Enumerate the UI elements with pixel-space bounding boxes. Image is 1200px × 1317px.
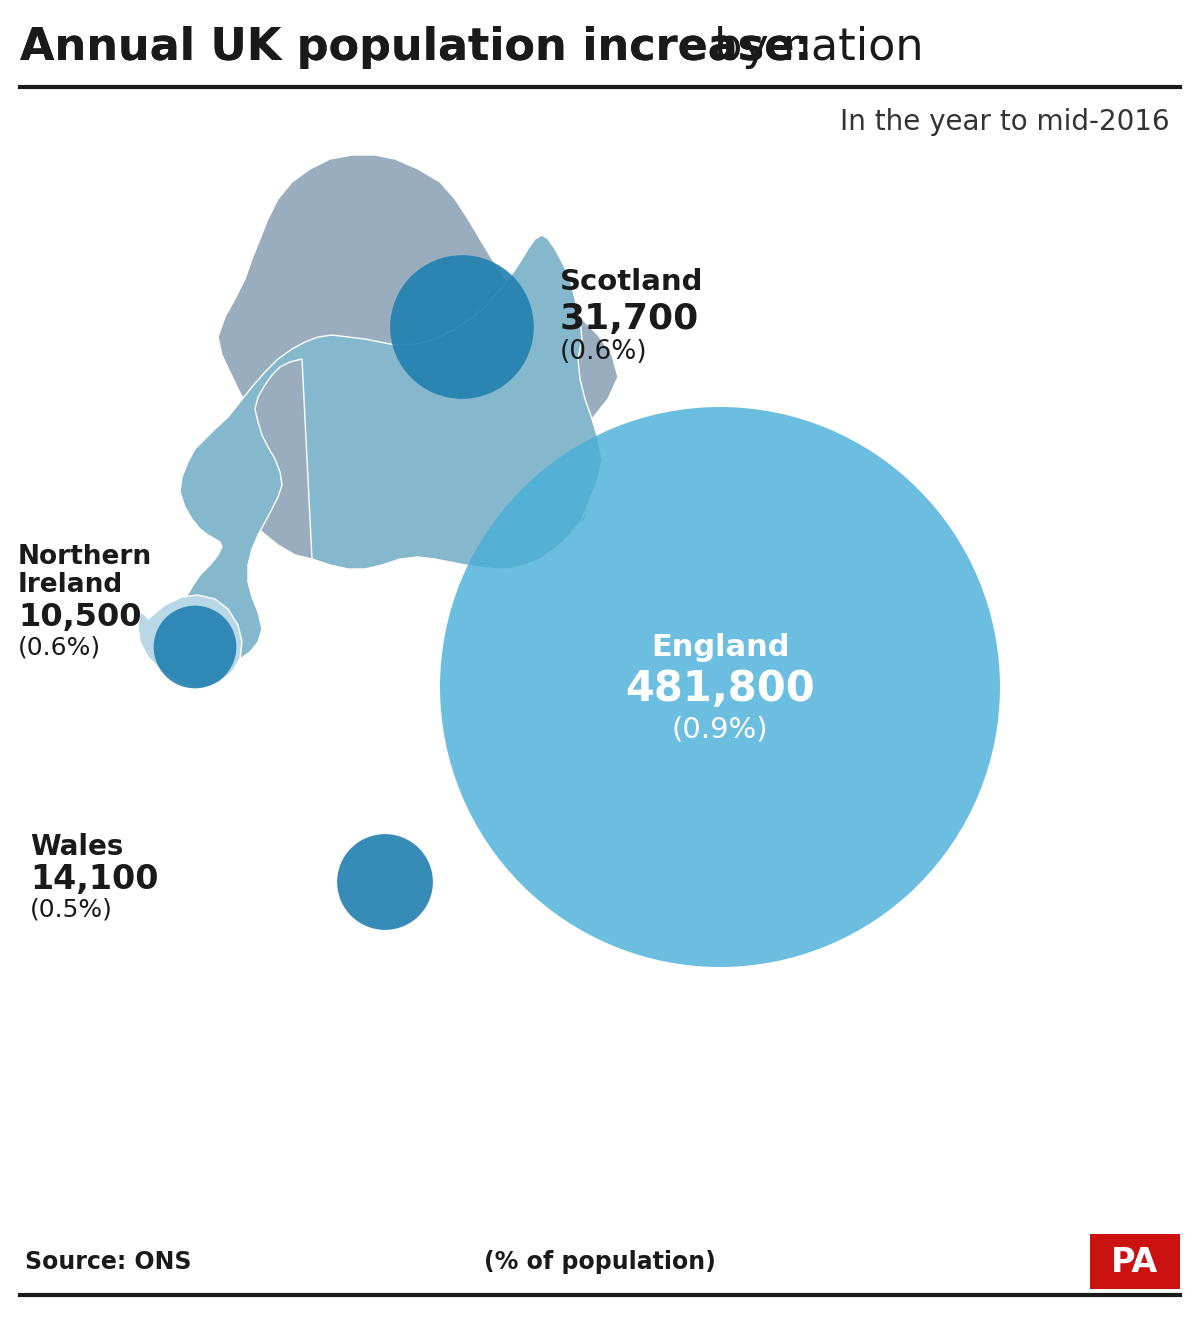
- Circle shape: [440, 407, 1000, 967]
- Polygon shape: [138, 595, 242, 687]
- Circle shape: [337, 834, 433, 930]
- Text: 31,700: 31,700: [560, 302, 700, 336]
- Polygon shape: [218, 155, 618, 569]
- Text: Source: ONS: Source: ONS: [25, 1250, 192, 1274]
- Text: Annual UK population increase:: Annual UK population increase:: [20, 25, 812, 68]
- Text: Wales: Wales: [30, 832, 124, 861]
- Text: (0.9%): (0.9%): [672, 715, 768, 743]
- Text: Scotland: Scotland: [560, 267, 703, 296]
- Text: (0.5%): (0.5%): [30, 897, 113, 921]
- Text: Ireland: Ireland: [18, 572, 124, 598]
- FancyBboxPatch shape: [1090, 1234, 1180, 1289]
- Text: (0.6%): (0.6%): [18, 635, 101, 658]
- Circle shape: [390, 255, 534, 399]
- Circle shape: [154, 606, 236, 689]
- Text: England: England: [650, 632, 790, 661]
- Text: 14,100: 14,100: [30, 863, 158, 896]
- Text: 10,500: 10,500: [18, 602, 142, 632]
- Text: In the year to mid-2016: In the year to mid-2016: [840, 108, 1170, 136]
- Text: (% of population): (% of population): [484, 1250, 716, 1274]
- Text: Annual UK population increase:: Annual UK population increase:: [20, 25, 812, 68]
- Text: (0.6%): (0.6%): [560, 338, 648, 365]
- Polygon shape: [180, 234, 602, 658]
- Text: by nation: by nation: [700, 25, 924, 68]
- Text: 481,800: 481,800: [625, 668, 815, 710]
- Text: PA: PA: [1111, 1246, 1159, 1279]
- Text: Northern: Northern: [18, 544, 152, 570]
